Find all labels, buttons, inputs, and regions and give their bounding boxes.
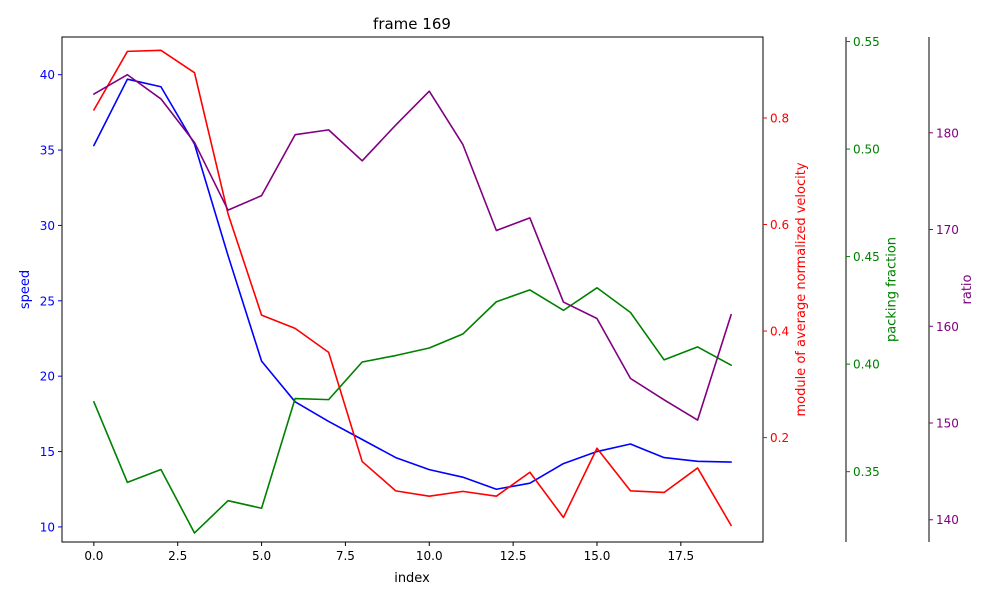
y-tick-label-velocity: 0.8 xyxy=(770,111,789,125)
chart-title: frame 169 xyxy=(373,15,451,33)
x-tick-label: 17.5 xyxy=(667,549,694,563)
y-tick-label-velocity: 0.4 xyxy=(770,325,789,339)
y-tick-label-speed: 10 xyxy=(40,520,55,534)
y-tick-label-velocity: 0.2 xyxy=(770,431,789,445)
x-tick-label: 12.5 xyxy=(500,549,527,563)
x-tick-label: 5.0 xyxy=(252,549,271,563)
series-line-velocity xyxy=(93,49,732,527)
y-tick-label-packing: 0.35 xyxy=(853,465,880,479)
y-tick-label-speed: 15 xyxy=(40,445,55,459)
y-tick-label-packing: 0.55 xyxy=(853,35,880,49)
series-line-ratio xyxy=(93,73,732,421)
y-axis-label-velocity: module of average normalized velocity xyxy=(794,162,809,416)
y-tick-label-speed: 30 xyxy=(40,219,55,233)
series-line-speed xyxy=(93,78,732,491)
y-tick-label-packing: 0.50 xyxy=(853,143,880,157)
y-tick-label-ratio: 170 xyxy=(936,223,959,237)
y-axis-label-ratio: ratio xyxy=(960,274,975,304)
plot-layer: 0.0 2.5 5.0 7.5 10.0 12.5 15.0 17.5 10 15 20 25 30 35… xyxy=(18,35,975,563)
series-line-packing xyxy=(93,286,732,534)
x-tick-label: 10.0 xyxy=(416,549,443,563)
x-tick-label: 2.5 xyxy=(168,549,187,563)
y-axis-label-speed: speed xyxy=(18,270,33,309)
x-tick-label: 7.5 xyxy=(336,549,355,563)
y-axis-label-packing: packing fraction xyxy=(885,237,900,342)
y-tick-label-packing: 0.40 xyxy=(853,358,880,372)
y-tick-label-velocity: 0.6 xyxy=(770,218,789,232)
y-tick-label-speed: 35 xyxy=(40,144,55,158)
x-axis-label: index xyxy=(394,571,430,586)
y-tick-label-ratio: 150 xyxy=(936,417,959,431)
y-tick-label-ratio: 160 xyxy=(936,320,959,334)
plot-frame xyxy=(61,36,764,543)
y-tick-label-ratio: 140 xyxy=(936,513,959,527)
x-tick-label: 15.0 xyxy=(584,549,611,563)
y-tick-label-packing: 0.45 xyxy=(853,250,880,264)
y-tick-label-ratio: 180 xyxy=(936,126,959,140)
y-tick-label-speed: 25 xyxy=(40,294,55,308)
y-tick-label-speed: 40 xyxy=(40,68,55,82)
y-tick-label-speed: 20 xyxy=(40,370,55,384)
x-tick-label: 0.0 xyxy=(84,549,103,563)
